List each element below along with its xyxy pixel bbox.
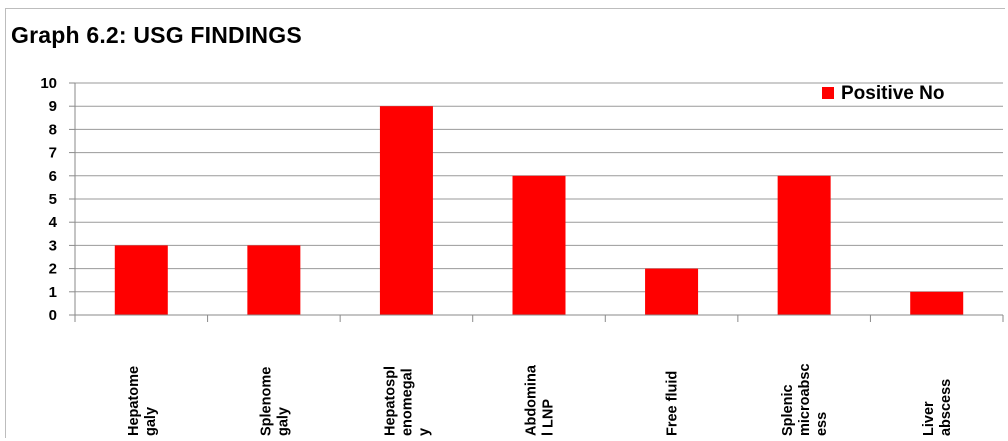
bar (777, 175, 831, 315)
x-axis-labels: Hepatome galy Splenome galy Hepatospl enomega… (126, 363, 954, 436)
bar (114, 245, 168, 315)
x-tick-label: Splenome (258, 367, 274, 436)
y-axis-ticks: 0 1 2 3 4 5 6 7 8 9 10 (40, 75, 57, 324)
y-tick-label: 0 (49, 307, 57, 324)
x-tick-label: enomegal (399, 368, 415, 436)
bar (247, 245, 301, 315)
bar (645, 268, 699, 315)
x-tick-label: y (416, 428, 432, 436)
chart-title: Graph 6.2: USG FINDINGS (11, 22, 302, 48)
bar (910, 291, 964, 315)
bar (512, 175, 566, 315)
y-tick-label: 3 (49, 237, 57, 254)
x-tick-label: ess (814, 412, 830, 436)
x-tick-label: galy (275, 407, 291, 436)
legend-swatch (822, 87, 834, 99)
x-tick-label: Splenic (780, 384, 796, 436)
y-tick-label: 6 (49, 168, 57, 185)
x-tick-label: Hepatome (126, 366, 142, 436)
x-tick-label: Hepatospl (382, 366, 398, 436)
y-tick-label: 2 (49, 261, 57, 278)
x-tick-label: Abdomina (524, 364, 540, 436)
legend-label: Positive No (841, 83, 944, 104)
x-tick-label: Liver (921, 401, 937, 436)
y-tick-label: 8 (49, 121, 57, 138)
x-tick-label: l LNP (541, 399, 557, 436)
x-tick-label: galy (143, 407, 159, 436)
y-tick-label: 10 (40, 75, 57, 92)
y-tick-label: 9 (49, 98, 57, 115)
bar (379, 106, 433, 315)
bars (114, 106, 964, 315)
legend: Positive No (822, 83, 944, 104)
chart-frame (5, 8, 1005, 438)
y-tick-label: 5 (49, 191, 57, 208)
x-tick-label: microabsc (797, 363, 813, 436)
axes (69, 82, 1004, 322)
y-tick-label: 1 (49, 284, 57, 301)
x-tick-label: abscess (938, 379, 954, 436)
y-tick-label: 4 (49, 214, 58, 231)
y-tick-label: 7 (49, 145, 57, 162)
x-tick-label: Free fluid (665, 371, 681, 436)
